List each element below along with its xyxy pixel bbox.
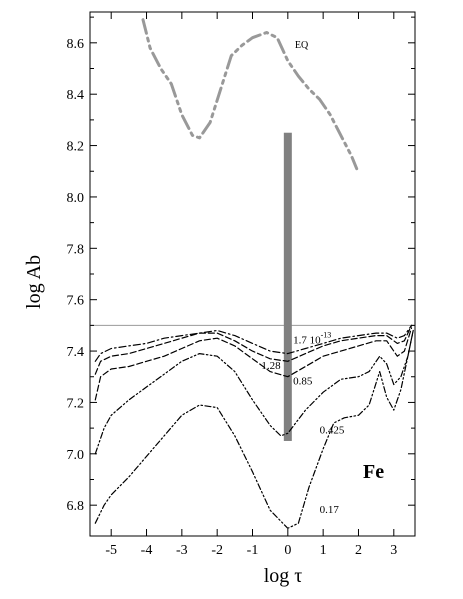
y-tick-label: 6.8: [67, 499, 85, 514]
y-tick-label: 8.4: [67, 88, 85, 103]
plot-frame: [89, 11, 416, 537]
series-label-0-17: 0.17: [320, 504, 340, 516]
x-tick-label: -4: [141, 543, 153, 558]
x-tick-label: -3: [176, 543, 188, 558]
plot-area: [89, 11, 416, 537]
chart-marks: [90, 18, 415, 529]
y-tick-label: 7.8: [67, 242, 85, 257]
x-tick-label: 2: [355, 543, 362, 558]
series-label-exponent: -13: [321, 330, 332, 339]
y-axis-label: log Ab: [23, 255, 45, 309]
x-tick-label: 1: [320, 543, 327, 558]
series-line-0-17: [94, 329, 414, 529]
y-tick-label: 8.0: [67, 191, 85, 206]
x-tick-label: 0: [284, 543, 291, 558]
series-line-0-425: [94, 329, 414, 455]
element-label: Fe: [363, 461, 384, 483]
y-tick-label: 7.4: [67, 345, 85, 360]
series-label-1-28: 1.28: [261, 360, 281, 372]
y-tick-label: 8.2: [67, 140, 85, 155]
series-line-eq: [141, 18, 359, 171]
series-label-1-7-10-13: 1.7 10-13: [293, 330, 331, 346]
x-tick-label: 3: [390, 543, 397, 558]
series-label-0-85: 0.85: [293, 375, 313, 387]
series-line-1-7-10-13: [94, 324, 413, 362]
y-tick-label: 7.0: [67, 448, 85, 463]
x-tick-label: -5: [105, 543, 117, 558]
x-tick-label: -1: [247, 543, 259, 558]
y-tick-label: 7.6: [67, 294, 85, 309]
y-tick-label: 7.2: [67, 396, 85, 411]
vertical-bar: [283, 132, 292, 441]
x-tick-label: -2: [211, 543, 223, 558]
axis-ticks: -5 -4 -3 -2 -1 0 1 2 3 6.8 7.0 7.2 7.4 7.6 7.8 8.0 8.2 8.…: [67, 12, 415, 558]
series-line-1-28: [94, 324, 413, 375]
series-labels: EQ 1.7 10-13 1.28 0.85 0.425 0.17: [261, 40, 345, 516]
series-line-0-85: [94, 327, 413, 401]
series-label-0-425: 0.425: [320, 424, 345, 436]
x-axis-label: log τ: [264, 565, 303, 587]
y-tick-label: 8.6: [67, 37, 85, 52]
series-label-eq: EQ: [295, 40, 309, 51]
